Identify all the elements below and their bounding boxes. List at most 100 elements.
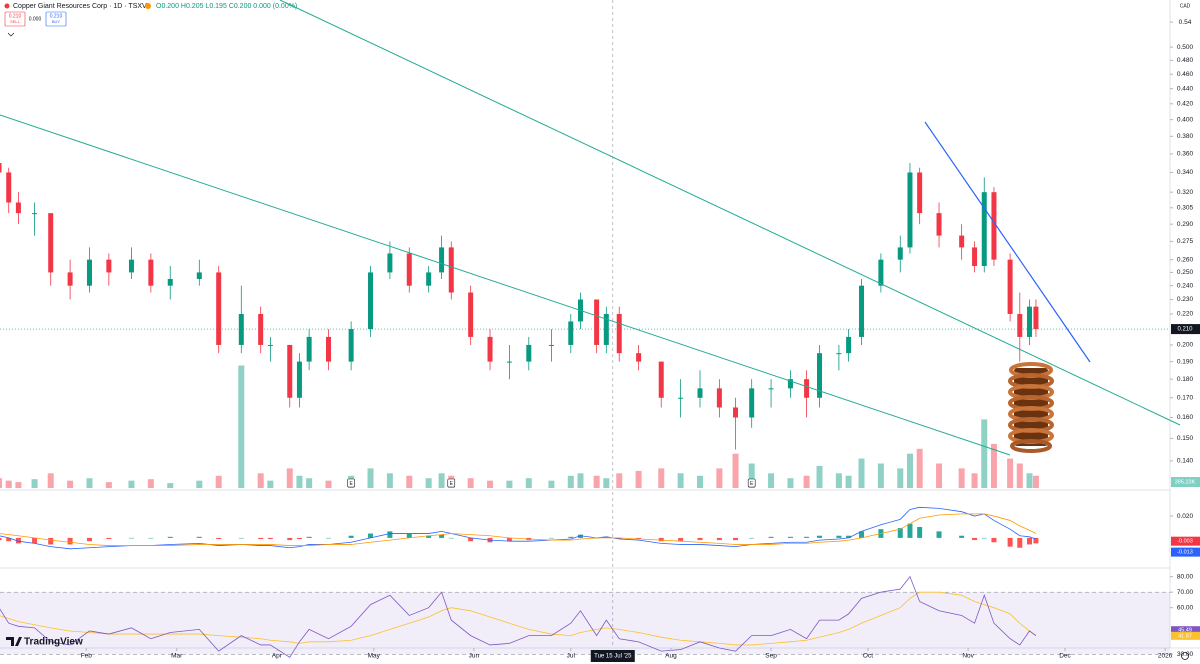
y-tick-label: 0.360 [1177,151,1194,158]
brand: TradingView [24,637,83,648]
volume-bar [732,453,739,488]
candle-body [167,278,173,286]
value-tag: 41.87 [1178,633,1192,639]
volume-bar [897,468,904,488]
candle-body [448,247,454,293]
volume-bar [5,480,12,488]
y-tick-label: 0.170 [1177,394,1194,401]
candle-body [697,388,703,398]
volume-bar [325,480,332,488]
y-tick-label: 0.275 [1177,238,1194,245]
volume-bar [238,365,245,488]
candle-body [258,313,264,345]
volume-bar [296,475,303,488]
candle-body [368,272,374,330]
volume-bar [716,468,723,488]
macd-histogram [972,537,978,541]
candle-body [426,272,432,286]
volume-bar [990,443,997,488]
currency: CAD [1180,3,1191,9]
volume-bar [981,419,988,488]
candle-body [787,379,793,389]
y-tick-label: 0.020 [1177,513,1194,520]
macd-histogram [917,526,923,538]
value-tag-bg [1171,547,1200,557]
signal-line [0,513,1037,546]
volume-bar [86,478,93,488]
candle-body [406,253,412,286]
macd-histogram [936,531,942,538]
symbol-title[interactable]: Copper Giant Resources Corp · 1D · TSXV [13,3,147,10]
candle-body [846,336,852,354]
macd-histogram [817,535,823,538]
volume-bar [958,468,965,488]
trend-line [279,0,1181,426]
volume-bar [803,475,810,488]
value-tag: 45.49 [1178,628,1192,634]
macd-histogram [15,537,21,544]
volume-bar [787,478,794,488]
crosshair-label-bg [590,650,635,662]
volume-bar [916,448,923,488]
candle-body [267,344,273,346]
macd-histogram [67,537,73,545]
y-tick-label: 0.440 [1177,85,1194,92]
candle-body [487,336,493,362]
volume-bar [31,479,38,488]
volume-bar [548,480,555,488]
volume-bar [906,453,913,488]
volume-bar [877,463,884,488]
macd-histogram [267,537,273,539]
candle-body [148,259,154,286]
candle-body [749,388,755,418]
candle-body [6,172,12,203]
settings-icon[interactable] [1181,652,1189,660]
volume-bar [167,483,174,488]
macd-histogram [128,537,134,539]
y-tick-label: 0.500 [1177,44,1194,51]
y-tick-label: 60.00 [1177,604,1194,611]
candle-body [326,336,332,362]
y-tick-label: 0.230 [1177,296,1194,303]
volume-bar [858,458,865,488]
y-tick-label: 0.200 [1177,342,1194,349]
spread: 0.000 [29,16,42,22]
candle-body [387,253,393,273]
volume-bar [406,475,413,488]
macd-histogram [296,537,302,539]
candle-body [603,313,609,345]
macd-histogram [548,537,554,539]
y-tick-label: 0.160 [1177,414,1194,421]
volume-bar [215,475,222,488]
candle-body [859,285,865,337]
collapse-toggle[interactable] [7,32,15,37]
macd-histogram [1026,537,1032,545]
price-tag: 0.210 [1177,327,1193,333]
y-tick-label: 70.00 [1177,589,1194,596]
macd-histogram [568,536,574,538]
candle-body [658,361,664,398]
volume-bar [286,468,293,488]
macd-histogram [749,537,755,539]
macd-histogram [603,536,609,538]
y-tick-label: 0.150 [1177,435,1194,442]
volume-bar [748,463,755,488]
earnings-marker [447,478,456,488]
volume-bar [147,479,154,488]
sell-button[interactable] [4,11,26,27]
candle-body [981,192,987,266]
macd-histogram [106,537,112,539]
volume-bar [616,473,623,488]
earnings-marker [747,478,756,488]
buy-button[interactable] [45,11,67,27]
volume-bar [658,468,665,488]
candle-body [196,272,202,279]
macd-line [0,506,1037,550]
y-tick-label: 0.420 [1177,101,1194,108]
x-tick-label: Dec [1059,653,1071,660]
y-tick-label: 0.140 [1177,458,1194,465]
macd-histogram [48,537,54,545]
candle-body [636,353,642,362]
macd-histogram [897,528,903,538]
macd-histogram [991,537,997,543]
